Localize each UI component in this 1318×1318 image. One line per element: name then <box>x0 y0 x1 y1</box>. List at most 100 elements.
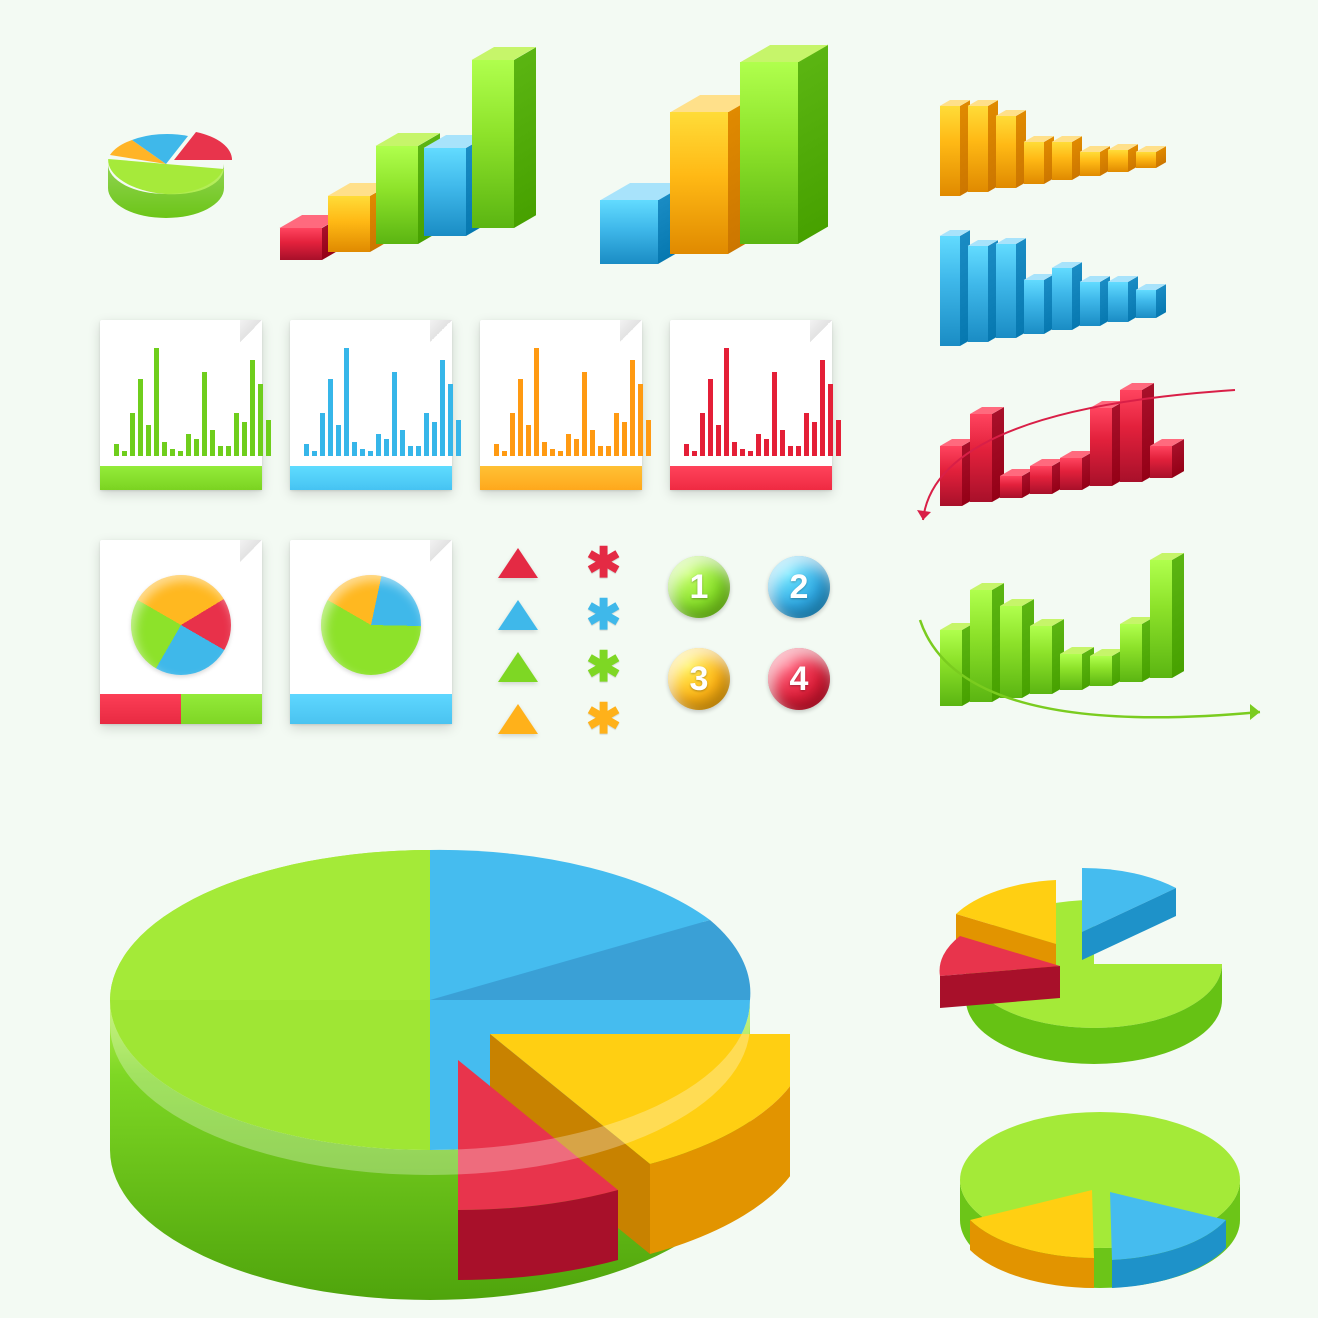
mini-bar <box>700 413 705 456</box>
mini-bar <box>756 434 761 456</box>
mini-bar <box>138 379 143 456</box>
mini-bar <box>550 449 555 456</box>
mini-bar <box>494 444 499 456</box>
mini-bar <box>558 451 563 456</box>
right-bar-row-blue <box>940 210 1220 350</box>
mini-bar <box>186 434 191 456</box>
mini-bar <box>780 430 785 456</box>
mini-bar <box>606 446 611 456</box>
mini-bar <box>582 372 587 456</box>
mini-bar <box>328 379 333 456</box>
mini-pie <box>131 575 231 675</box>
mini-bar <box>692 451 697 456</box>
asterisk-bullet-icon: ✱ <box>586 698 621 740</box>
mini-bar <box>416 446 421 456</box>
mini-bar <box>336 425 341 456</box>
mini-bar <box>384 439 389 456</box>
mini-bar <box>566 434 571 456</box>
mini-bar <box>170 449 175 456</box>
right-bar-row-orange <box>940 80 1220 200</box>
mini-bar <box>748 451 753 456</box>
mini-bar <box>320 413 325 456</box>
mini-bar <box>598 446 603 456</box>
mini-bar <box>162 442 167 456</box>
mini-pie <box>321 575 421 675</box>
arrow-up-icon <box>905 370 1265 540</box>
arrow-down-icon <box>900 600 1280 760</box>
number-badge: 1 <box>668 556 730 618</box>
mini-bar <box>392 372 397 456</box>
mini-bar <box>178 451 183 456</box>
triangle-bullet-icon <box>498 600 538 630</box>
mini-bar <box>740 449 745 456</box>
number-badge: 3 <box>668 648 730 710</box>
mini-bar <box>424 413 429 456</box>
mini-bar <box>796 446 801 456</box>
mini-bar <box>614 413 619 456</box>
mini-bar <box>408 446 413 456</box>
mini-bar <box>836 420 841 456</box>
mini-bar <box>266 420 271 456</box>
mini-bar <box>202 372 207 456</box>
mini-bar <box>368 451 373 456</box>
mini-bar <box>194 439 199 456</box>
triangle-bullet-icon <box>498 548 538 578</box>
mini-bar <box>226 446 231 456</box>
bar-group-b <box>600 50 900 270</box>
mini-bar <box>732 442 737 456</box>
mini-bar <box>250 360 255 456</box>
mini-bar <box>154 348 159 456</box>
mini-bar <box>724 348 729 456</box>
mini-bar <box>534 348 539 456</box>
bottom-small-pie-icon <box>930 1100 1250 1300</box>
mini-bar <box>304 444 309 456</box>
asterisk-bullet-icon: ✱ <box>586 594 621 636</box>
mini-bar <box>360 449 365 456</box>
mini-bar <box>448 384 453 456</box>
asterisk-bullet-icon: ✱ <box>586 646 621 688</box>
mini-bar <box>400 430 405 456</box>
report-card-bar <box>100 320 262 490</box>
mini-bar <box>146 425 151 456</box>
mini-bar <box>788 446 793 456</box>
mini-bar <box>708 379 713 456</box>
mini-bar <box>684 444 689 456</box>
mini-bar <box>440 360 445 456</box>
mini-bar <box>590 430 595 456</box>
report-card-bar <box>480 320 642 490</box>
number-badge: 4 <box>768 648 830 710</box>
mini-bar <box>510 413 515 456</box>
mini-bar <box>242 422 247 456</box>
mini-bar <box>804 413 809 456</box>
mini-bar <box>456 420 461 456</box>
mini-bar <box>638 384 643 456</box>
mini-bar <box>622 422 627 456</box>
mini-bar <box>574 439 579 456</box>
mini-bar <box>218 446 223 456</box>
mini-bar <box>376 434 381 456</box>
asterisk-bullet-icon: ✱ <box>586 542 621 584</box>
mini-bar <box>234 413 239 456</box>
mini-bar <box>542 442 547 456</box>
triangle-bullet-icon <box>498 704 538 734</box>
mini-bar <box>312 451 317 456</box>
report-card-pie <box>100 540 262 724</box>
report-card-bar <box>290 320 452 490</box>
mini-bar <box>210 430 215 456</box>
mini-bar <box>352 442 357 456</box>
mini-bar <box>764 439 769 456</box>
bar-group-a <box>280 60 580 270</box>
mini-bar <box>130 413 135 456</box>
mini-bar <box>122 451 127 456</box>
mini-bar <box>258 384 263 456</box>
mini-bar <box>772 372 777 456</box>
mini-bar <box>716 425 721 456</box>
small-pie-icon <box>96 120 236 220</box>
big-pie-chart <box>70 830 790 1300</box>
mini-bar <box>114 444 119 456</box>
mini-bar <box>812 422 817 456</box>
mini-bar <box>344 348 349 456</box>
mini-bar <box>502 451 507 456</box>
mini-bar <box>526 425 531 456</box>
mini-bar <box>518 379 523 456</box>
